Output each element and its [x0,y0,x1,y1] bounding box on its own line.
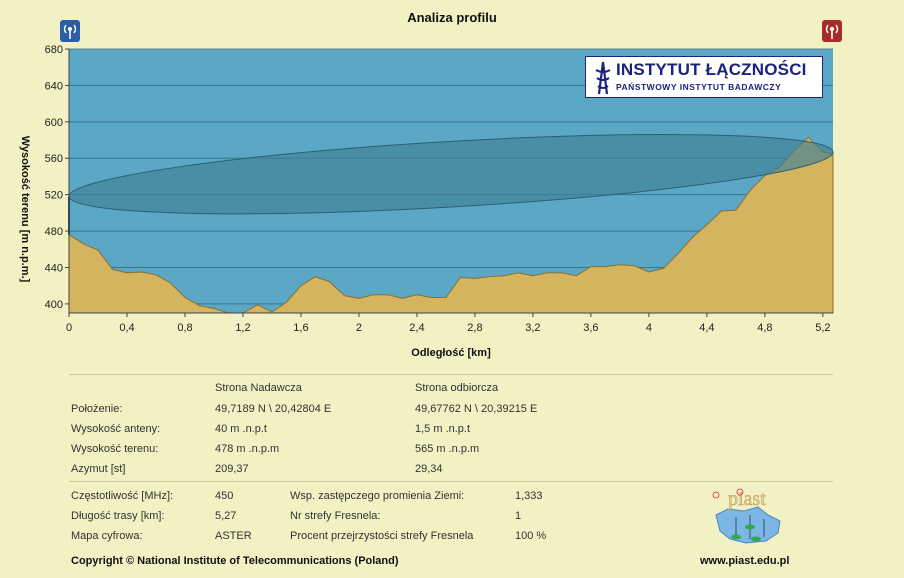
antenna-icon-blue [60,20,80,42]
y-tick-label: 560 [45,153,63,165]
row-label: Położenie: [71,403,123,415]
param-label: Długość trasy [km]: [71,510,165,522]
param-label: Procent przejrzystości strefy Fresnela [290,530,474,542]
param-label: Nr strefy Fresnela: [290,510,381,522]
row-rx-value: 29,34 [415,463,443,475]
y-tick-label: 480 [45,226,63,238]
y-tick-label: 600 [45,117,63,129]
param-label: Mapa cyfrowa: [71,530,143,542]
x-tick-label: 5,2 [815,322,830,334]
x-tick-label: 3,6 [583,322,598,334]
x-axis-label: Odległość [km] [411,347,491,359]
y-axis-label: Wysokość terenu [m n.p.m.] [19,136,31,283]
piast-logo-icon: piast [712,488,781,544]
x-tick-label: 1,2 [235,322,250,334]
divider [69,481,833,482]
row-rx-value: 1,5 m .n.p.t [415,423,471,435]
piast-logo-text: piast [728,488,766,510]
row-rx-value: 565 m .n.p.m [415,443,480,455]
x-tick-label: 0,4 [119,322,134,334]
y-tick-label: 680 [45,44,63,56]
param-value: ASTER [215,530,252,542]
row-label: Wysokość anteny: [71,423,161,435]
terrain-area [68,136,834,314]
institute-logo: INSTYTUT ŁĄCZNOŚCI PAŃSTWOWY INSTYTUT BA… [585,56,823,98]
x-tick-label: 4,8 [757,322,772,334]
header-tx: Strona Nadawcza [215,382,302,394]
institute-logo-mark-icon [595,61,611,95]
param-value: 1 [515,510,522,522]
x-tick-label: 2,4 [409,322,424,334]
logo-subtitle: PAŃSTWOWY INSTYTUT BADAWCZY [616,82,782,92]
header-rx: Strona odbiorcza [415,382,499,394]
param-value: 1,333 [515,490,543,502]
x-tick-label: 0 [66,322,72,334]
row-tx-value: 40 m .n.p.t [215,423,267,435]
row-label: Azymut [st] [71,463,126,475]
x-tick-label: 2,8 [467,322,482,334]
logo-name: INSTYTUT ŁĄCZNOŚCI [616,60,807,79]
chart-title: Analiza profilu [407,10,497,25]
row-tx-value: 209,37 [215,463,249,475]
y-tick-label: 400 [45,299,63,311]
profile-chart: 400 440 480 520 560 600 640 680 0 0,4 0,8 1,2 1,6 2 2,… [19,44,834,359]
y-tick-label: 520 [45,190,63,202]
param-label: Częstotliwość [MHz]: [71,490,174,502]
y-tick-label: 640 [45,80,63,92]
param-value: 100 % [515,530,547,542]
row-tx-value: 49,7189 N \ 20,42804 E [215,403,332,415]
divider [69,374,833,375]
y-tick-label: 440 [45,262,63,274]
x-tick-label: 1,6 [293,322,308,334]
x-tick-label: 3,2 [525,322,540,334]
x-tick-label: 2 [356,322,362,334]
row-rx-value: 49,67762 N \ 20,39215 E [415,403,538,415]
row-tx-value: 478 m .n.p.m [215,443,280,455]
param-value: 450 [215,490,234,502]
copyright-text: Copyright © National Institute of Teleco… [71,555,399,567]
x-tick-label: 0,8 [177,322,192,334]
x-tick-label: 4 [646,322,652,334]
website-link[interactable]: www.piast.edu.pl [700,555,790,567]
antenna-icon-red [822,20,842,42]
param-value: 5,27 [215,510,237,522]
row-label: Wysokość terenu: [71,443,159,455]
x-tick-label: 4,4 [699,322,714,334]
param-label: Wsp. zastępczego promienia Ziemi: [290,490,465,502]
